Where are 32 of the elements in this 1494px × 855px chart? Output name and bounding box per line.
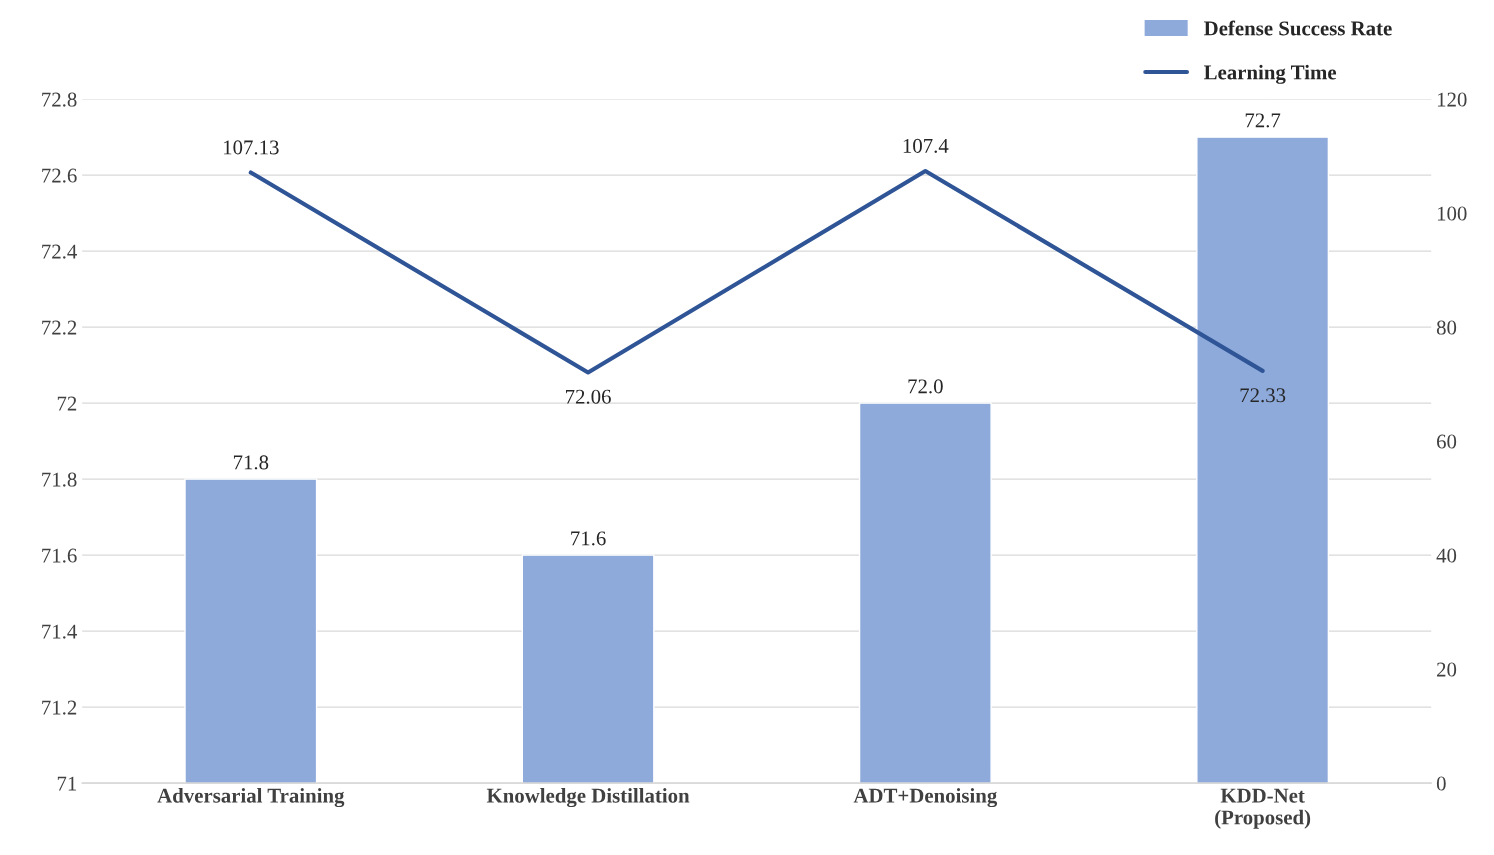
y2-tick-label: 60 (1437, 434, 1457, 449)
y-tick-label: 71.4 (42, 624, 77, 639)
y-tick-label: 72.6 (42, 168, 77, 183)
data-label: 71.6 (571, 531, 606, 546)
y2-tick-label: 80 (1436, 320, 1457, 335)
y-tick-label: 71.8 (42, 472, 77, 487)
y-tick-label: 72 (57, 396, 77, 411)
y2-tick-label: 20 (1437, 662, 1457, 677)
data-label: 72.7 (1245, 113, 1281, 128)
y-tick-label: 71.6 (42, 548, 77, 563)
data-label: 72.06 (566, 389, 611, 404)
data-label: 72.0 (908, 379, 943, 394)
y-tick-label: 72.4 (42, 244, 77, 259)
data-label: 72.33 (1240, 388, 1286, 403)
x-tick-label: Knowledge Distillation (486, 788, 690, 808)
x-tick-label: Adversarial Training (157, 788, 345, 808)
y2-tick-label: 0 (1436, 776, 1446, 791)
y-tick-label: 72.2 (42, 320, 77, 335)
data-label: 107.4 (903, 138, 949, 153)
legend-label: Learning Time (1204, 64, 1337, 84)
y-tick-label: 72.8 (42, 92, 77, 107)
data-label: 71.8 (233, 455, 269, 470)
y-tick-label: 71 (57, 776, 77, 791)
y2-tick-label: 120 (1437, 92, 1467, 107)
y2-tick-label: 40 (1436, 548, 1457, 563)
y2-tick-label: 100 (1437, 206, 1467, 221)
x-tick-label: KDD-Net (Proposed) (1215, 788, 1311, 829)
line-series (248, 168, 1265, 375)
data-label: 107.13 (223, 140, 279, 155)
legend-label: Defense Success Rate (1204, 20, 1392, 36)
x-tick-label: ADT+Denoising (853, 788, 998, 808)
y-tick-label: 71.2 (42, 700, 77, 715)
